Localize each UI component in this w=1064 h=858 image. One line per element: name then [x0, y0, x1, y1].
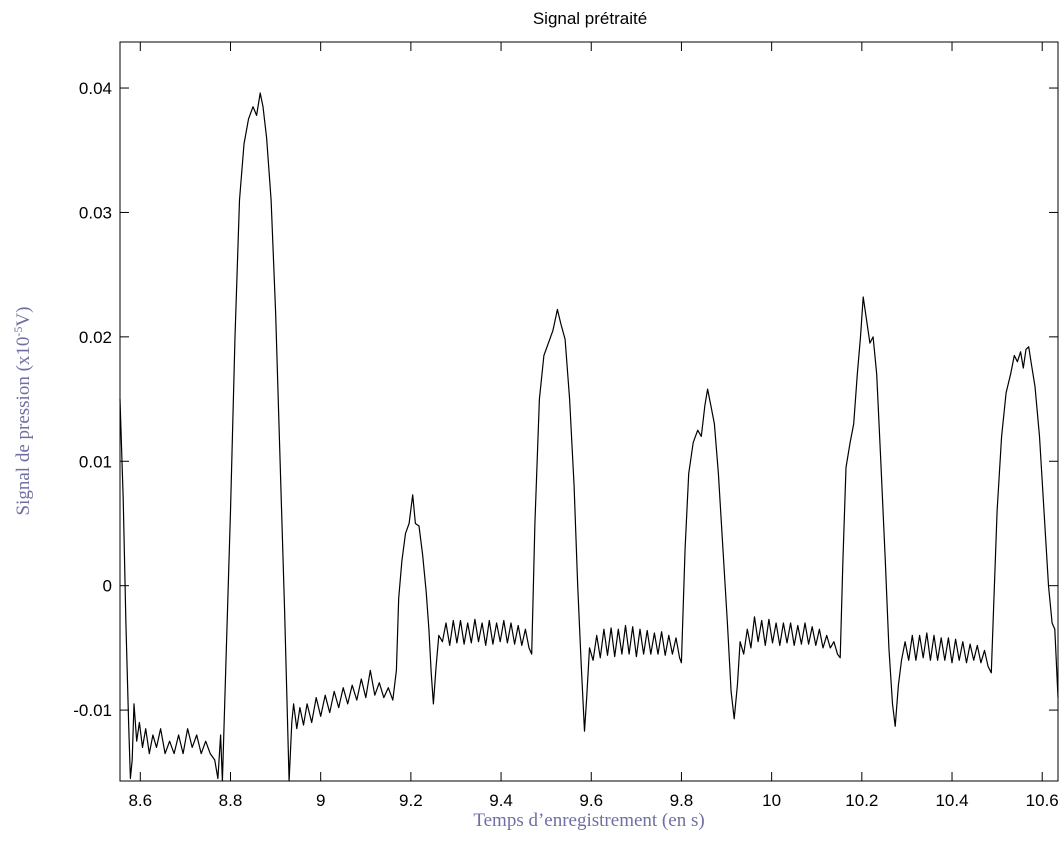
- signal-line: [119, 92, 1059, 782]
- y-tick-label: 0.02: [79, 328, 112, 347]
- x-tick-label: 9.6: [579, 791, 603, 810]
- y-tick-label: -0.01: [73, 701, 112, 720]
- x-tick-label: 9.8: [670, 791, 694, 810]
- x-tick-labels: 8.6 8.8 9 9.2 9.4 9.6 9.8 10 10.2 10.4 10.6: [128, 791, 1058, 810]
- y-axis-label-main: Signal de pression (x10: [13, 337, 34, 516]
- x-tick-label: 10.6: [1026, 791, 1059, 810]
- x-tick-label: 10.4: [935, 791, 968, 810]
- y-axis-label: Signal de pression (x10-5V): [11, 307, 34, 516]
- y-tick-label: 0.04: [79, 79, 112, 98]
- x-tick-label: 8.6: [128, 791, 152, 810]
- y-tick-labels: -0.01 0 0.01 0.02 0.03 0.04: [73, 79, 112, 720]
- x-tick-label: 10: [762, 791, 781, 810]
- x-tick-label: 9.2: [399, 791, 423, 810]
- y-axis-label-exponent: -5: [11, 327, 25, 337]
- y-axis-label-unit: V): [13, 307, 34, 327]
- plot-area: [120, 42, 1058, 781]
- x-tick-label: 9.4: [489, 791, 513, 810]
- y-tick-label: 0.03: [79, 203, 112, 222]
- y-tick-label: 0: [103, 577, 112, 596]
- y-tick-label: 0.01: [79, 452, 112, 471]
- x-axis-label: Temps d’enregistrement (en s): [473, 810, 704, 831]
- x-tick-label: 10.2: [845, 791, 878, 810]
- chart-title: Signal prétraité: [533, 9, 647, 28]
- x-tick-label: 9: [316, 791, 325, 810]
- plot-frame: [119, 41, 1059, 782]
- x-tick-label: 8.8: [219, 791, 243, 810]
